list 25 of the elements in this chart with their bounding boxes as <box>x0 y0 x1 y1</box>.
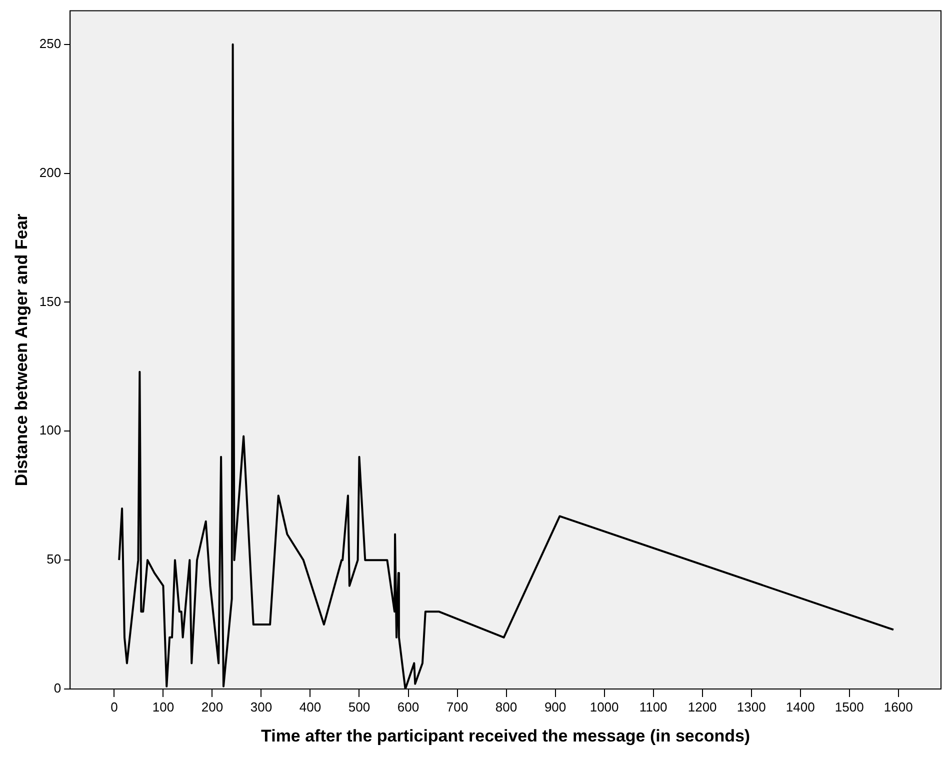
x-tick-label: 500 <box>348 699 370 714</box>
y-tick-label: 250 <box>39 36 62 51</box>
x-tick-label: 1200 <box>688 699 717 714</box>
x-tick-label: 1300 <box>736 699 766 714</box>
x-tick-label: 1100 <box>639 699 668 714</box>
y-tick-label: 200 <box>39 164 62 180</box>
x-tick-label: 300 <box>250 699 272 714</box>
x-tick-label: 1400 <box>786 699 815 714</box>
x-tick-label: 400 <box>299 699 322 714</box>
x-tick-label: 0 <box>110 699 118 714</box>
y-tick-label: 50 <box>46 552 62 567</box>
x-tick-label: 600 <box>397 699 420 714</box>
x-axis-title: Time after the participant received the message (in seconds) <box>261 726 750 746</box>
y-tick-label: 0 <box>54 680 62 696</box>
x-tick-label: 800 <box>495 699 518 714</box>
x-tick-label: 200 <box>201 699 224 714</box>
y-axis-title: Distance between Anger and Fear <box>12 213 31 486</box>
y-tick-label: 100 <box>39 422 62 438</box>
x-tick-label: 1000 <box>590 699 619 714</box>
x-tick-label: 900 <box>544 699 566 714</box>
x-tick-label: 1600 <box>884 699 913 714</box>
x-tick-label: 1500 <box>834 699 864 714</box>
x-tick-label: 100 <box>152 699 174 714</box>
y-tick-label: 150 <box>39 294 62 309</box>
x-tick-label: 700 <box>446 699 468 714</box>
